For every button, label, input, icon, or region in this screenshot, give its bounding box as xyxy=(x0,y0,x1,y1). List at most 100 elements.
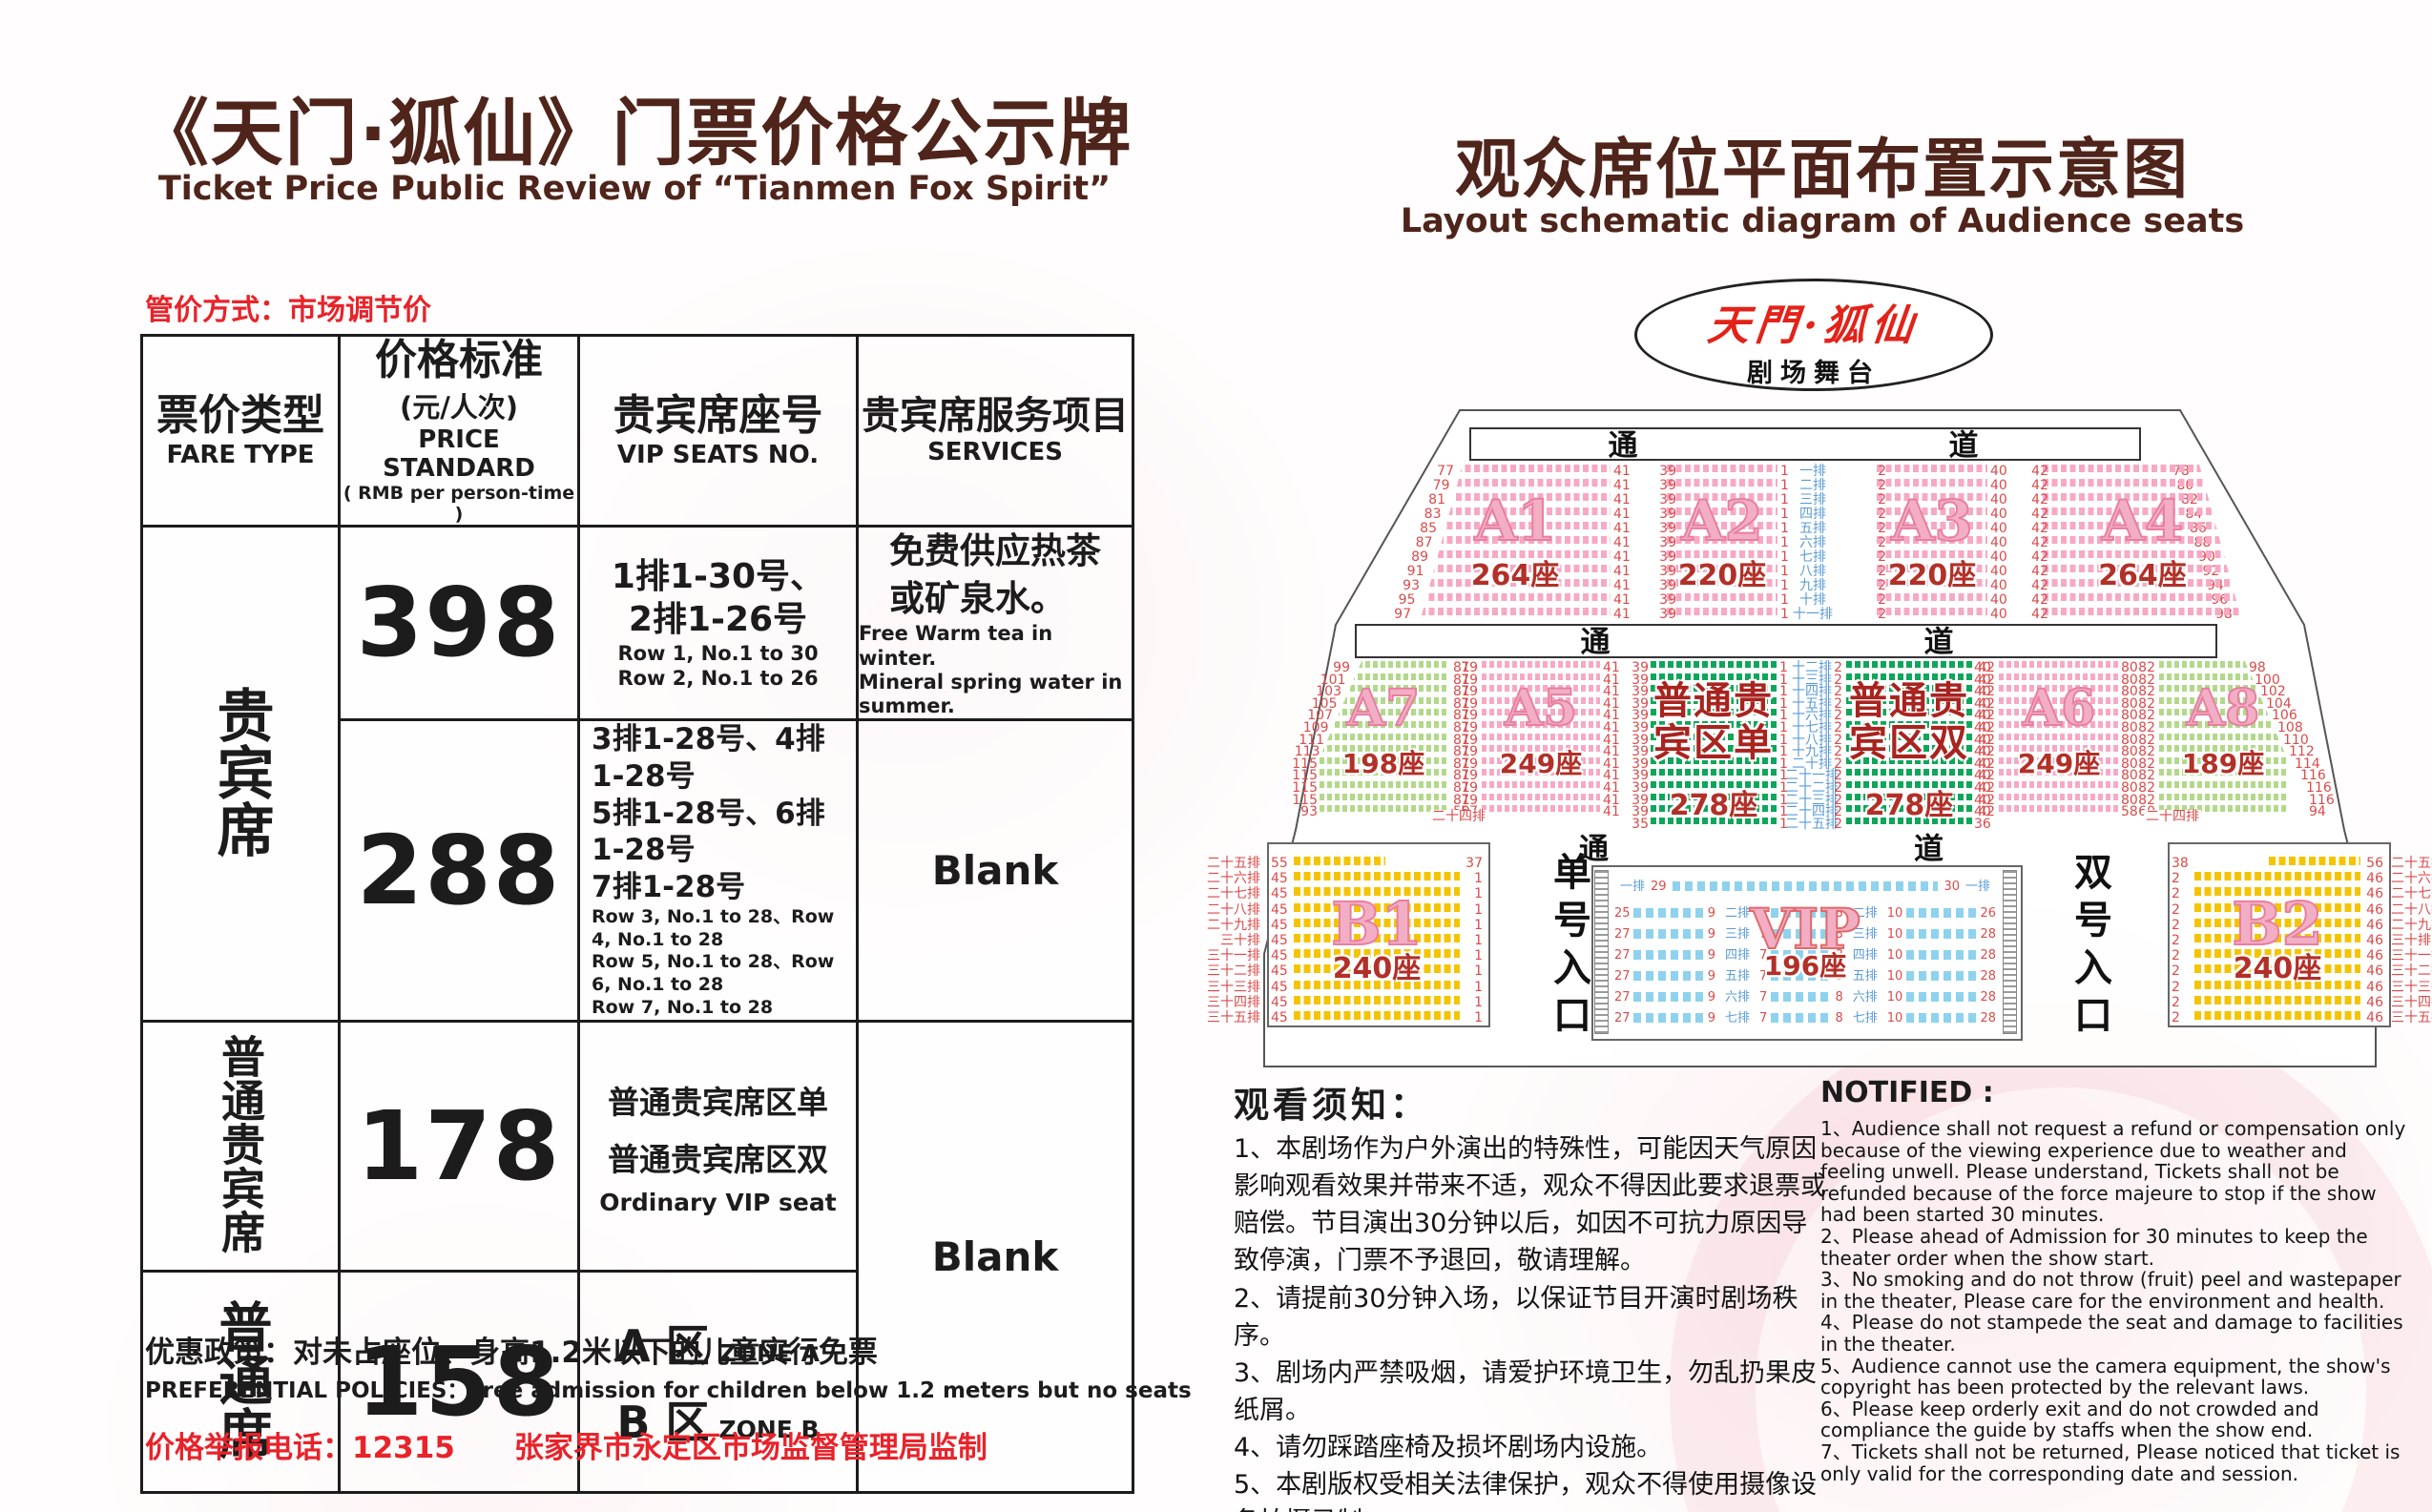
seat-row xyxy=(1420,507,1611,515)
seat-row xyxy=(1294,902,1460,912)
seat-number: 79 xyxy=(1461,660,1478,675)
seat-row xyxy=(1877,550,1987,558)
row-label: 二排 xyxy=(1852,905,1878,921)
aisle-label: 通 xyxy=(1608,428,1638,463)
seat-number: 1 xyxy=(1779,695,1788,712)
row-label: 九排 xyxy=(1799,578,1826,593)
seat-number: 104 xyxy=(2266,695,2292,712)
seat-number: 46 xyxy=(2366,871,2383,887)
seat-number: 39 xyxy=(1632,732,1649,748)
seat-number: 40 xyxy=(1974,672,1991,688)
seats-178: 普通贵宾席区单 普通贵宾席区双 Ordinary VIP seat xyxy=(577,1019,859,1273)
notice-item: 2、Please ahead of Admission for 30 minut… xyxy=(1820,1224,2368,1270)
seat-number: 7 xyxy=(1759,989,1768,1005)
pricing-mode-line: 管价方式：市场调节价 xyxy=(145,294,431,327)
zone-count: 220座 xyxy=(1677,559,1767,592)
zone-count: 278座 xyxy=(1864,789,1954,822)
row-label: 三十一排 xyxy=(2391,948,2432,964)
header-services: 贵宾席服务项目 SERVICES xyxy=(856,334,1134,528)
seat-number: 1 xyxy=(1474,933,1483,948)
aisle-banner xyxy=(1469,427,2141,461)
notice-zh-heading: 观看须知： xyxy=(1234,1085,1429,1126)
seat-number: 1 xyxy=(1779,732,1788,748)
preferential-policy-zh: 优惠政策：对未占座位、身高1.2米以下的儿童实行免票 xyxy=(145,1336,878,1370)
seat-number: 40 xyxy=(1974,695,1991,712)
seat-row xyxy=(1482,709,1600,716)
seat-row xyxy=(1877,565,1987,572)
seat-number: 103 xyxy=(1316,684,1341,700)
seat-number: 41 xyxy=(1613,607,1631,622)
seats-398: 1排1-30号、 2排1-26号 Row 1, No.1 to 30 Row 2, … xyxy=(577,524,859,722)
seat-number: 81 xyxy=(1453,756,1470,772)
seat-zone-A8 xyxy=(2159,661,2287,818)
seat-number: 40 xyxy=(1974,684,1991,700)
seat-row xyxy=(1482,685,1600,693)
seat-number: 42 xyxy=(1978,792,1995,808)
seat-row xyxy=(1320,709,1447,716)
seat-number: 1 xyxy=(1780,492,1789,507)
seat-number: 79 xyxy=(1461,756,1478,772)
seat-number: 42 xyxy=(2031,607,2048,622)
price-288: 288 xyxy=(338,718,580,1023)
seat-number: 2 xyxy=(2172,871,2180,887)
seat-row xyxy=(1877,608,1987,615)
seat-row xyxy=(2194,949,2360,959)
seat-number: 1 xyxy=(1474,979,1483,995)
seat-row xyxy=(2043,493,2242,501)
seat-row xyxy=(1294,872,1460,881)
seat-number: 1 xyxy=(1779,708,1788,724)
seat-row xyxy=(1320,745,1447,753)
zone-count: 240座 xyxy=(1332,952,1422,985)
seat-number: 8 xyxy=(1835,989,1843,1005)
seat-number: 42 xyxy=(1978,732,1995,748)
seat-number: 102 xyxy=(2260,684,2286,700)
seat-number: 1 xyxy=(1780,592,1789,608)
row-label: 十三排 xyxy=(1792,672,1832,688)
seat-number: 2 xyxy=(1834,708,1842,724)
seat-number: 39 xyxy=(1659,464,1676,479)
seat-number: 81 xyxy=(1453,708,1470,724)
text-line: 1排1-30号、 xyxy=(611,556,825,596)
seat-number: 81 xyxy=(1453,684,1470,700)
seat-number: 41 xyxy=(1613,564,1631,579)
seat-row xyxy=(1846,817,1972,824)
seat-number: 42 xyxy=(2031,478,2048,493)
seat-row xyxy=(1651,817,1777,824)
seat-number: 10 xyxy=(1886,989,1903,1005)
seat-row xyxy=(1294,949,1460,959)
seat-row xyxy=(1846,696,1972,704)
zone-count: 240座 xyxy=(2233,952,2322,985)
seat-row xyxy=(1651,709,1777,716)
seat-number: 79 xyxy=(1461,684,1478,700)
seat-row xyxy=(1651,673,1777,680)
seat-row xyxy=(1667,579,1777,587)
seat-number: 56 xyxy=(2366,856,2383,871)
seat-row xyxy=(1320,673,1447,680)
seat-row xyxy=(2194,902,2360,912)
seat-row xyxy=(1320,696,1447,704)
seat-number: 39 xyxy=(1632,792,1649,808)
seat-number: 42 xyxy=(2031,507,2048,522)
row-label: 六排 xyxy=(1724,989,1750,1005)
notice-en-heading: NOTIFIED : xyxy=(1820,1076,1994,1109)
seat-row xyxy=(1667,479,1777,487)
seat-number: 98 xyxy=(2249,660,2266,675)
seat-number: 55 xyxy=(1271,856,1288,871)
seat-number: 80 xyxy=(2121,732,2138,748)
seat-zone-A3 xyxy=(1877,465,1987,622)
seat-number: 1 xyxy=(1779,684,1788,700)
seat-number: 82 xyxy=(2138,756,2155,772)
seat-number: 116 xyxy=(2306,780,2332,796)
seat-row xyxy=(1771,908,1832,918)
seat-number: 28 xyxy=(1980,989,1996,1005)
seat-row xyxy=(1999,769,2119,777)
row-label: 一排 xyxy=(1964,879,1990,894)
seat-row xyxy=(1420,536,1611,544)
seat-number: 1 xyxy=(1780,507,1789,522)
seat-number: 39 xyxy=(1659,535,1676,550)
seat-zone-PU2 xyxy=(1846,661,1972,829)
seat-number: 42 xyxy=(2031,464,2048,479)
seat-row xyxy=(1999,696,2119,704)
seat-row xyxy=(1667,550,1777,558)
seat-row xyxy=(2043,465,2242,472)
